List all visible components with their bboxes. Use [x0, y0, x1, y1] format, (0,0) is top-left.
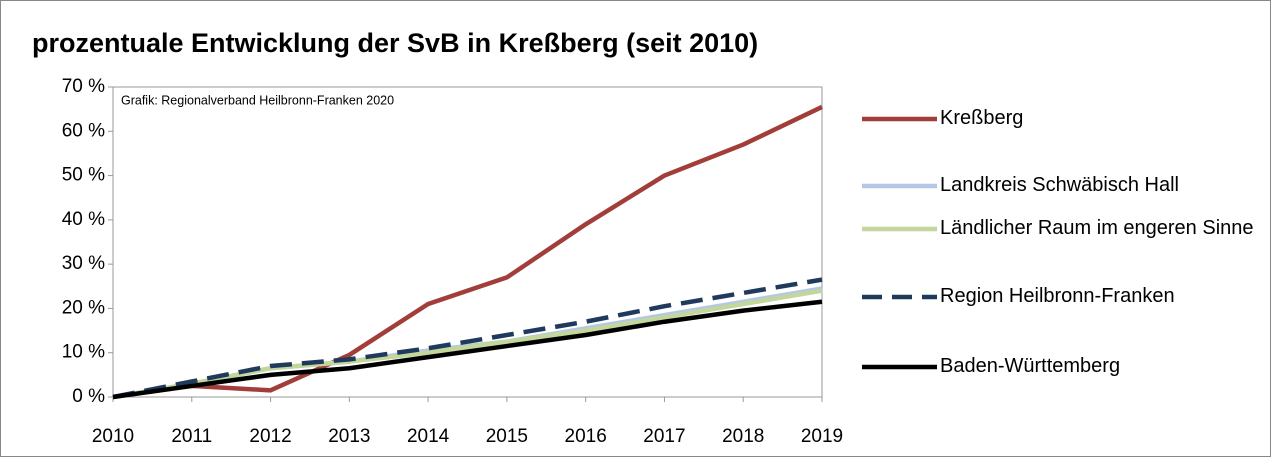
legend-label: Baden-Württemberg: [940, 355, 1121, 377]
y-tick-label: 10 %: [62, 342, 105, 363]
x-tick-label: 2017: [643, 426, 685, 447]
x-tick-label: 2018: [722, 426, 764, 447]
series-line: [112, 104, 823, 400]
x-tick-label: 2016: [565, 426, 607, 447]
series-line: [112, 299, 823, 400]
y-tick-label: 60 %: [62, 120, 105, 141]
y-tick-label: 20 %: [62, 297, 105, 318]
x-tick-label: 2019: [801, 426, 843, 447]
legend-label: Landkreis Schwäbisch Hall: [940, 174, 1180, 196]
y-tick-label: 70 %: [62, 76, 105, 97]
series-line: [112, 277, 823, 400]
y-tick-label: 30 %: [62, 253, 105, 274]
annotation: Grafik: Regionalverband Heilbronn-Franke…: [121, 93, 394, 107]
series-line: [112, 288, 823, 400]
x-tick-label: 2015: [486, 426, 528, 447]
y-tick-label: 0 %: [72, 386, 105, 407]
x-tick-label: 2011: [171, 426, 212, 447]
x-tick-label: 2014: [407, 426, 450, 447]
x-tick-label: 2012: [249, 426, 291, 447]
y-tick-label: 40 %: [62, 209, 105, 230]
legend-label: Ländlicher Raum im engeren Sinne: [940, 217, 1254, 239]
y-tick-label: 50 %: [62, 165, 105, 186]
x-tick-label: 2013: [328, 426, 370, 447]
x-tick-label: 2010: [92, 426, 134, 447]
chart-title: prozentuale Entwicklung der SvB in Kreßb…: [32, 28, 758, 58]
legend-label: Region Heilbronn-Franken: [940, 285, 1175, 307]
legend-label: Kreßberg: [940, 107, 1024, 129]
plot-area: [112, 86, 823, 398]
